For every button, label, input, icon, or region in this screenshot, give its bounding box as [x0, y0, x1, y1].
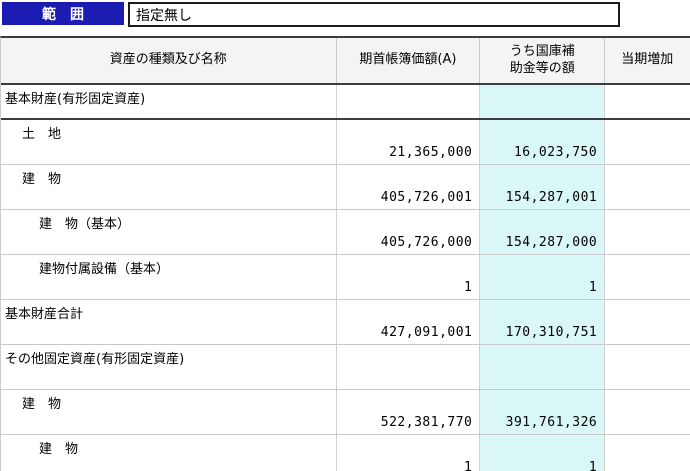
asset-name-label: その他固定資産(有形固定資産) — [5, 352, 185, 367]
asset-name-cell: 建 物（基本） — [1, 210, 337, 254]
opening-book-value: 405,726,000 — [380, 235, 473, 250]
period-increase-cell — [605, 390, 690, 434]
period-increase-cell — [605, 120, 690, 164]
asset-name-label: 建 物 — [22, 172, 62, 187]
range-label: 範 囲 — [2, 2, 124, 25]
asset-name-cell: 基本財産(有形固定資産) — [1, 85, 337, 118]
subsidy-amount: 391,761,326 — [505, 415, 598, 430]
opening-book-value-cell: 405,726,001 — [337, 165, 481, 209]
column-header-opening-book-value: 期首帳簿価額(A) — [337, 38, 481, 83]
opening-book-value: 522,381,770 — [380, 415, 473, 430]
opening-book-value: 427,091,001 — [380, 325, 473, 340]
opening-book-value-cell — [337, 345, 481, 389]
subsidy-amount-cell: 1 — [480, 255, 606, 299]
period-increase-cell — [605, 210, 690, 254]
range-toolbar: 範 囲 指定無し — [2, 2, 620, 27]
range-input[interactable]: 指定無し — [128, 2, 620, 27]
subsidy-amount-cell: 154,287,001 — [480, 165, 606, 209]
table-row[interactable]: 建 物 1 1 — [1, 435, 690, 471]
subsidy-amount-cell: 170,310,751 — [480, 300, 606, 344]
subsidy-amount-cell: 1 — [480, 435, 606, 471]
asset-name-cell: 基本財産合計 — [1, 300, 337, 344]
subsidy-amount: 154,287,000 — [505, 235, 598, 250]
subsidy-amount: 170,310,751 — [505, 325, 598, 340]
opening-book-value: 1 — [464, 460, 473, 471]
asset-table: 資産の種類及び名称 期首帳簿価額(A) うち国庫補 助金等の額 当期増加 基本財… — [0, 36, 690, 471]
subsidy-amount-cell: 391,761,326 — [480, 390, 606, 434]
opening-book-value: 21,365,000 — [389, 145, 473, 160]
column-header-asset-name: 資産の種類及び名称 — [1, 38, 337, 83]
table-row[interactable]: その他固定資産(有形固定資産) — [1, 345, 690, 390]
column-header-period-increase: 当期増加 — [605, 38, 690, 83]
subsidy-amount: 1 — [588, 280, 598, 295]
range-label-text: 範 囲 — [42, 6, 84, 23]
period-increase-cell — [605, 85, 690, 118]
table-row[interactable]: 建 物 522,381,770 391,761,326 — [1, 390, 690, 435]
asset-name-label: 建 物 — [22, 397, 62, 412]
subsidy-amount-cell — [480, 85, 606, 118]
asset-name-cell: 土 地 — [1, 120, 337, 164]
opening-book-value: 1 — [464, 280, 473, 295]
period-increase-cell — [605, 300, 690, 344]
asset-name-label: 基本財産(有形固定資産) — [5, 92, 146, 107]
table-row[interactable]: 建 物（基本） 405,726,000 154,287,000 — [1, 210, 690, 255]
range-input-value: 指定無し — [136, 7, 192, 24]
asset-name-cell: 建 物 — [1, 435, 337, 471]
opening-book-value-cell: 522,381,770 — [337, 390, 481, 434]
period-increase-cell — [605, 345, 690, 389]
opening-book-value-cell: 1 — [337, 435, 481, 471]
subsidy-amount: 1 — [588, 460, 598, 471]
opening-book-value-cell: 427,091,001 — [337, 300, 481, 344]
table-row[interactable]: 土 地 21,365,000 16,023,750 — [1, 120, 690, 165]
subsidy-amount-cell: 16,023,750 — [480, 120, 606, 164]
asset-table-header: 資産の種類及び名称 期首帳簿価額(A) うち国庫補 助金等の額 当期増加 — [1, 38, 690, 85]
column-header-subsidy-amount: うち国庫補 助金等の額 — [480, 38, 606, 83]
opening-book-value-cell — [337, 85, 481, 118]
subsidy-amount: 154,287,001 — [505, 190, 598, 205]
table-row[interactable]: 基本財産合計 427,091,001 170,310,751 — [1, 300, 690, 345]
asset-name-label: 建 物（基本） — [39, 217, 131, 232]
period-increase-cell — [605, 165, 690, 209]
asset-name-label: 基本財産合計 — [5, 307, 84, 322]
period-increase-cell — [605, 255, 690, 299]
subsidy-amount-cell — [480, 345, 606, 389]
asset-name-cell: 建 物 — [1, 165, 337, 209]
asset-name-label: 建物付属設備（基本） — [39, 262, 170, 277]
opening-book-value-cell: 405,726,000 — [337, 210, 481, 254]
opening-book-value: 405,726,001 — [380, 190, 473, 205]
table-row[interactable]: 建 物 405,726,001 154,287,001 — [1, 165, 690, 210]
asset-name-cell: その他固定資産(有形固定資産) — [1, 345, 337, 389]
opening-book-value-cell: 21,365,000 — [337, 120, 481, 164]
period-increase-cell — [605, 435, 690, 471]
subsidy-amount: 16,023,750 — [513, 145, 598, 160]
asset-name-label: 建 物 — [39, 442, 79, 457]
subsidy-amount-cell: 154,287,000 — [480, 210, 606, 254]
asset-name-cell: 建 物 — [1, 390, 337, 434]
opening-book-value-cell: 1 — [337, 255, 481, 299]
asset-name-label: 土 地 — [22, 127, 62, 142]
table-row[interactable]: 建物付属設備（基本） 1 1 — [1, 255, 690, 300]
asset-table-body: 基本財産(有形固定資産) 土 地 21,365,000 16,023,750 建… — [1, 85, 690, 471]
table-row[interactable]: 基本財産(有形固定資産) — [1, 85, 690, 120]
asset-name-cell: 建物付属設備（基本） — [1, 255, 337, 299]
